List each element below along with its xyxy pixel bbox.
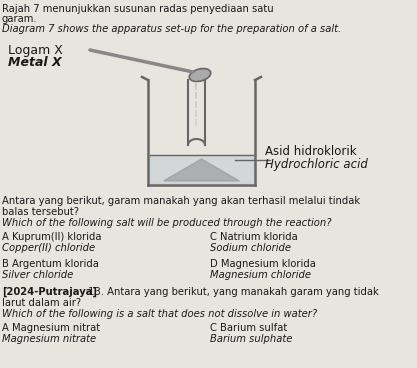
Text: 13. Antara yang berikut, yang manakah garam yang tidak: 13. Antara yang berikut, yang manakah ga… [85,287,379,297]
Text: Which of the following salt will be produced through the reaction?: Which of the following salt will be prod… [2,218,332,228]
Text: Diagram 7 shows the apparatus set-up for the preparation of a salt.: Diagram 7 shows the apparatus set-up for… [2,24,341,34]
Text: Silver chloride: Silver chloride [2,270,73,280]
Text: balas tersebut?: balas tersebut? [2,207,79,217]
Text: C Barium sulfat: C Barium sulfat [210,323,287,333]
Text: D Magnesium klorida: D Magnesium klorida [210,259,316,269]
Text: Asid hidroklorik: Asid hidroklorik [265,145,357,158]
Text: [2024-Putrajaya]: [2024-Putrajaya] [2,287,97,297]
Ellipse shape [189,68,211,81]
Text: Sodium chloride: Sodium chloride [210,243,291,253]
Text: Barium sulphate: Barium sulphate [210,334,292,344]
Text: Magnesium chloride: Magnesium chloride [210,270,311,280]
Text: Magnesium nitrate: Magnesium nitrate [2,334,96,344]
Text: Hydrochloric acid: Hydrochloric acid [265,158,368,171]
Polygon shape [163,159,239,181]
Text: Antara yang berikut, garam manakah yang akan terhasil melalui tindak: Antara yang berikut, garam manakah yang … [2,196,360,206]
Text: A Magnesium nitrat: A Magnesium nitrat [2,323,100,333]
Text: Metal X: Metal X [8,56,62,69]
Text: Which of the following is a salt that does not dissolve in water?: Which of the following is a salt that do… [2,309,317,319]
Text: C Natrium klorida: C Natrium klorida [210,232,298,242]
Text: A Kuprum(II) klorida: A Kuprum(II) klorida [2,232,101,242]
Text: Rajah 7 menunjukkan susunan radas penyediaan satu: Rajah 7 menunjukkan susunan radas penyed… [2,4,274,14]
Text: garam.: garam. [2,14,38,24]
Text: B Argentum klorida: B Argentum klorida [2,259,99,269]
Text: Logam X: Logam X [8,44,63,57]
Text: larut dalam air?: larut dalam air? [2,298,81,308]
Text: Copper(II) chloride: Copper(II) chloride [2,243,95,253]
